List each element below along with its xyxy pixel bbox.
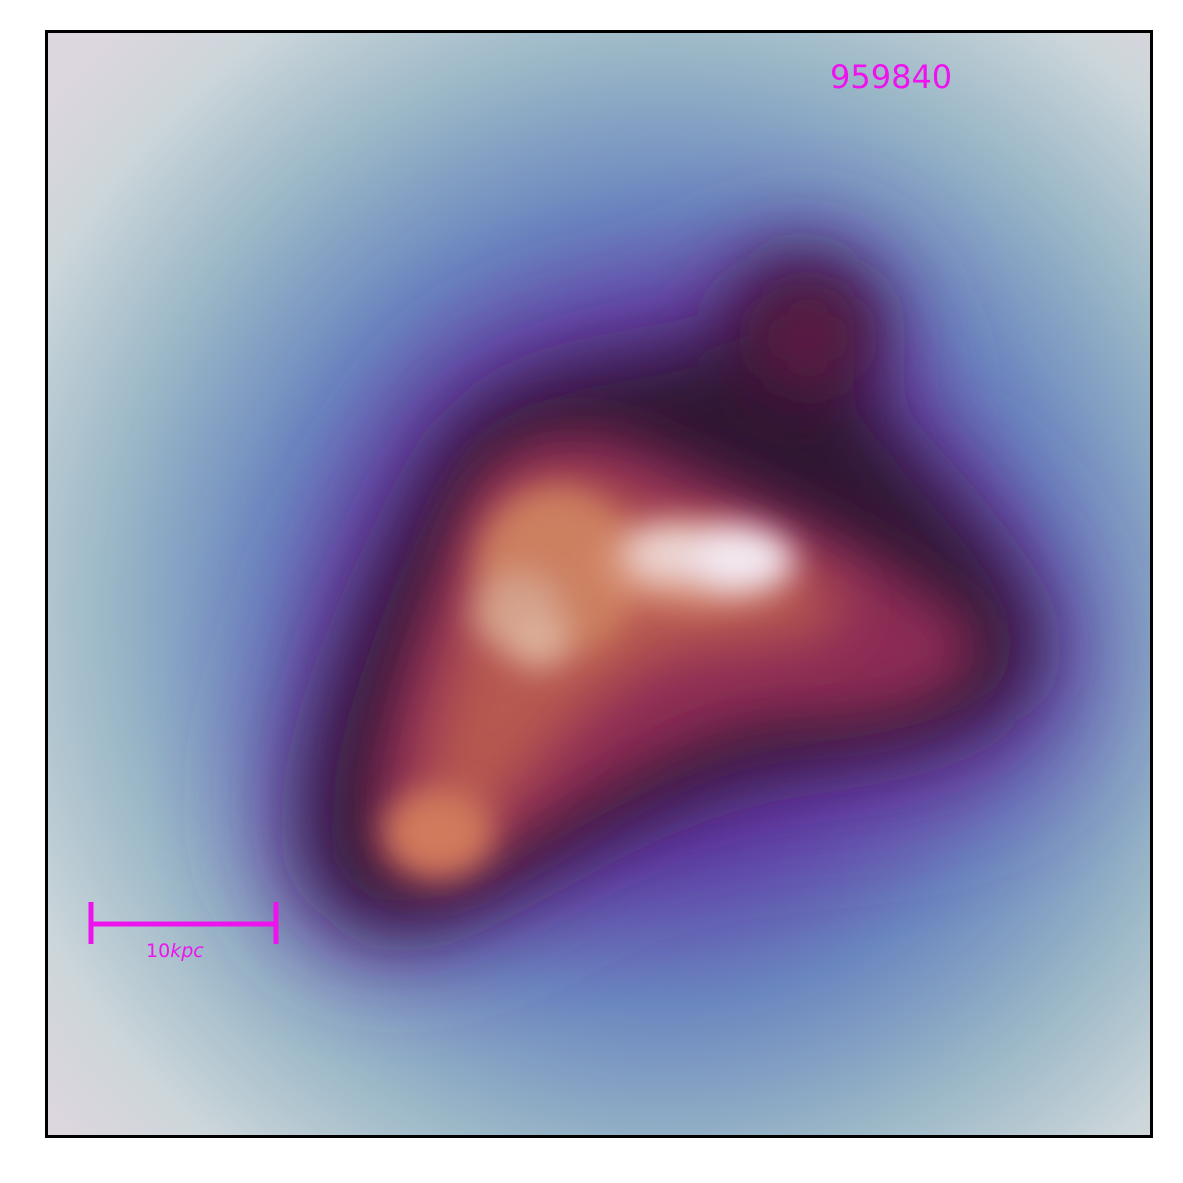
bright-knots [383,488,798,878]
scale-bar-label: 10kpc [146,940,204,962]
scale-bar-unit: kpc [170,940,204,962]
scale-bar-value: 10 [146,940,171,962]
object-id-label: 959840 [830,58,953,96]
density-map [48,33,1150,1135]
density-map-panel [45,30,1153,1138]
scale-bar [88,902,279,944]
